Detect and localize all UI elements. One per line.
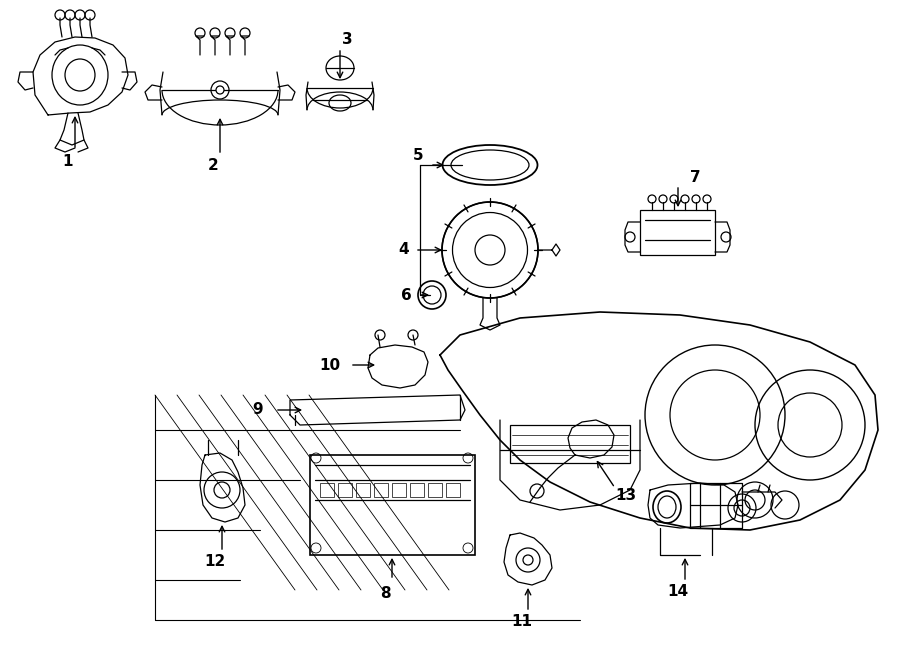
Text: 5: 5: [413, 147, 423, 163]
Text: 12: 12: [204, 555, 226, 570]
FancyBboxPatch shape: [320, 483, 334, 497]
FancyBboxPatch shape: [446, 483, 460, 497]
Text: 7: 7: [689, 171, 700, 186]
FancyBboxPatch shape: [640, 210, 715, 255]
FancyBboxPatch shape: [410, 483, 424, 497]
Text: 11: 11: [511, 615, 533, 629]
Text: 1: 1: [63, 155, 73, 169]
FancyBboxPatch shape: [392, 483, 406, 497]
FancyBboxPatch shape: [310, 455, 475, 555]
FancyBboxPatch shape: [374, 483, 388, 497]
FancyBboxPatch shape: [356, 483, 370, 497]
Text: 3: 3: [342, 32, 352, 48]
FancyBboxPatch shape: [428, 483, 442, 497]
FancyBboxPatch shape: [510, 425, 630, 463]
Text: 14: 14: [668, 584, 688, 600]
Text: 13: 13: [616, 488, 636, 504]
Text: 10: 10: [320, 358, 340, 373]
FancyBboxPatch shape: [338, 483, 352, 497]
Text: 2: 2: [208, 157, 219, 173]
Text: 9: 9: [253, 403, 264, 418]
Text: 4: 4: [399, 243, 410, 258]
Text: 8: 8: [380, 586, 391, 600]
Text: 6: 6: [400, 288, 411, 303]
Circle shape: [216, 86, 224, 94]
